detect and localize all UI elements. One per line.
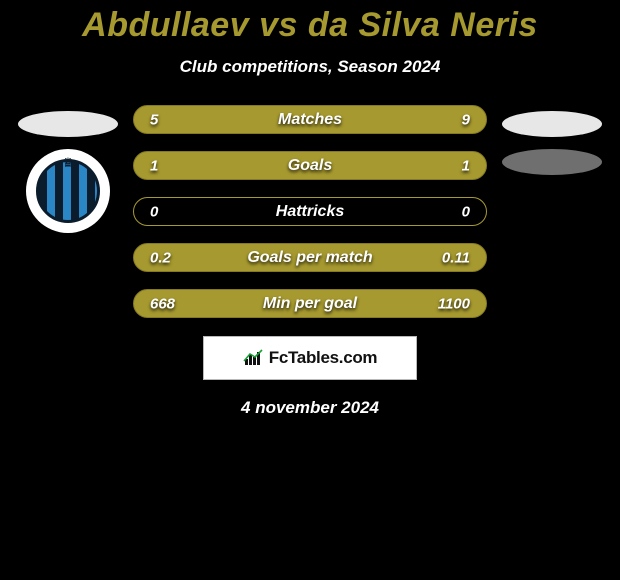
bar-chart-icon [243, 349, 265, 367]
stat-value-left: 0.2 [150, 249, 171, 266]
page-title: Abdullaev vs da Silva Neris [0, 6, 620, 45]
stat-bar: 5 Matches 9 [133, 105, 487, 134]
site-logo-text: FcTables.com [269, 348, 378, 368]
stat-value-right: 1 [462, 157, 470, 174]
stat-value-left: 668 [150, 295, 175, 312]
comparison-infographic: Abdullaev vs da Silva Neris Club competi… [0, 0, 620, 580]
stat-value-right: 0 [462, 203, 470, 220]
stat-value-right: 0.11 [442, 249, 470, 266]
left-column: ♛ [13, 105, 123, 233]
stat-label: Goals [288, 157, 332, 175]
right-column [497, 105, 607, 175]
stat-value-right: 9 [462, 111, 470, 128]
crown-icon: ♛ [62, 155, 74, 171]
stat-label: Hattricks [276, 203, 344, 221]
stat-value-left: 5 [150, 111, 158, 128]
stat-bars: 5 Matches 9 1 Goals 1 0 Hattricks 0 0.2 Goals per … [133, 105, 487, 318]
club-badge-placeholder-right [502, 149, 602, 175]
player-photo-placeholder-right [502, 111, 602, 137]
stat-bar: 668 Min per goal 1100 [133, 289, 487, 318]
stat-label: Goals per match [247, 249, 372, 267]
stat-value-left: 0 [150, 203, 158, 220]
club-badge-left: ♛ [26, 149, 110, 233]
stat-label: Min per goal [263, 295, 357, 313]
stat-label: Matches [278, 111, 342, 129]
date-text: 4 november 2024 [0, 398, 620, 418]
stat-bar: 0.2 Goals per match 0.11 [133, 243, 487, 272]
player-photo-placeholder-left [18, 111, 118, 137]
stat-bar: 0 Hattricks 0 [133, 197, 487, 226]
site-logo[interactable]: FcTables.com [203, 336, 417, 380]
stat-value-right: 1100 [438, 295, 470, 312]
content-row: ♛ 5 Matches 9 1 Goals 1 0 Hattricks 0 0.2 Goals pe… [0, 105, 620, 318]
stat-value-left: 1 [150, 157, 158, 174]
subtitle: Club competitions, Season 2024 [0, 57, 620, 77]
stat-bar: 1 Goals 1 [133, 151, 487, 180]
